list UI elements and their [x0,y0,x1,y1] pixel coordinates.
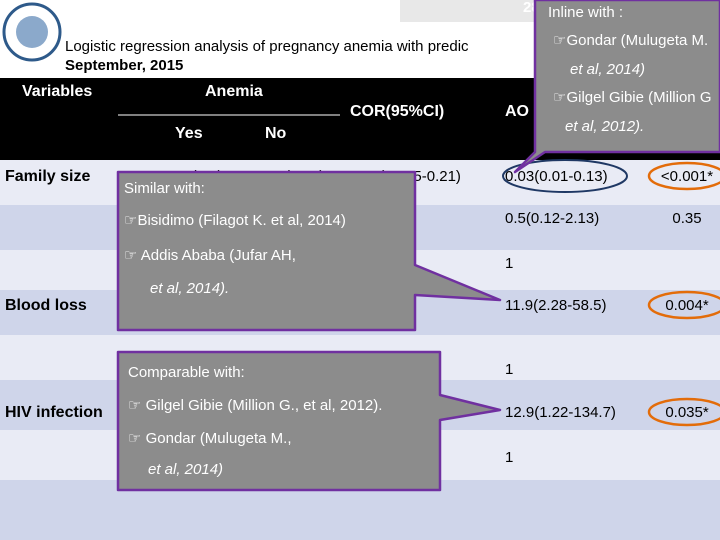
table-cell: HIV infection [5,404,103,421]
table-cell: <0.001* [661,168,713,185]
callout-heading: Inline with : [548,4,623,21]
table-cell: 0.35 [672,210,701,227]
callouts: Inline with : ☞Gondar (Mulugeta M. et al, … [116,0,720,492]
callout-line: et al, 2012). [565,118,644,135]
table-cell: 0.5(0.12-2.13) [505,210,599,227]
callout-line: ☞ Addis Ababa (Jufar AH, [124,247,296,264]
callout-line: et al, 2014). [150,280,229,297]
highlight-ring [647,290,720,320]
callout-box [116,350,502,492]
logo-center [16,16,48,48]
callout-line: ☞Gilgel Gibie (Million G [553,89,712,106]
callout-heading: Similar with: [124,180,205,197]
callout-box [513,0,720,174]
header-cell: COR(95%CI) [350,103,444,120]
header-cell: AO [505,103,529,120]
header-cell: Anemia [205,83,263,100]
slide-title-line2: September, 2015 [65,57,183,74]
header-cell: No [265,125,287,142]
table-cell: 0.004* [665,297,709,314]
table-cell: 1 [505,361,513,378]
slide-title: Logistic regression analysis of pregnanc… [65,38,469,55]
table-cell: 1 [505,255,513,272]
highlight-ring [502,159,628,193]
callout-line: et al, 2014) [148,461,223,478]
table-cell: 1 [505,449,513,466]
table-cell: Family size [5,168,90,185]
callout-box [116,170,502,332]
highlight-ring [647,161,720,191]
table-cell: 12.9(1.22-134.7) [505,404,616,421]
callout-line: ☞ Gondar (Mulugeta M., [128,430,292,447]
table-cell: 0.035* [665,404,709,421]
table-cell: 11.9(2.28-58.5) [505,297,606,314]
highlight-ring [647,397,720,427]
callout-line: ☞Bisidimo (Filagot K. et al, 2014) [124,212,346,229]
table-cell: 0.03(0.01-0.13) [505,168,608,185]
header-cell: Variables [22,83,92,100]
callout-heading: Comparable with: [128,364,245,381]
callout-line: et al, 2014) [570,61,645,78]
table-cell: Blood loss [5,297,87,314]
callout-line: ☞ Gilgel Gibie (Million G., et al, 2012)… [128,397,382,414]
callout-line: ☞Gondar (Mulugeta M. [553,32,708,49]
header-cell: Yes [175,125,203,142]
